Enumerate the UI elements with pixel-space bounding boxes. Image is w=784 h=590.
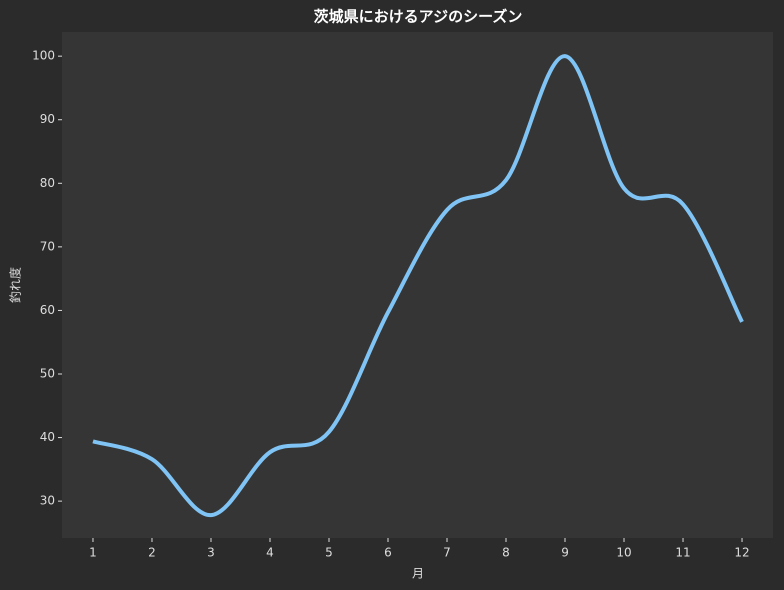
y-tick-label: 30: [40, 494, 55, 508]
y-tick-label: 40: [40, 430, 55, 444]
x-tick-label: 8: [502, 546, 510, 560]
y-tick-label: 50: [40, 366, 55, 380]
x-tick-label: 10: [616, 546, 631, 560]
y-axis-label: 釣れ度: [8, 267, 23, 303]
data-line: [92, 54, 744, 518]
y-tick-label: 100: [32, 49, 55, 63]
x-tick-label: 12: [734, 546, 749, 560]
x-tick-label: 4: [266, 546, 274, 560]
y-tick-label: 60: [40, 303, 55, 317]
x-tick-label: 5: [325, 546, 333, 560]
chart-title: 茨城県におけるアジのシーズン: [314, 8, 523, 26]
x-tick-label: 11: [675, 546, 690, 560]
x-tick-label: 9: [561, 546, 569, 560]
x-tick-label: 3: [207, 546, 215, 560]
x-axis-label: 月: [412, 567, 424, 581]
y-tick-label: 90: [40, 112, 55, 126]
y-tick-label: 80: [40, 176, 55, 190]
x-tick-label: 7: [443, 546, 451, 560]
x-tick-label: 2: [148, 546, 156, 560]
y-tick-label: 70: [40, 239, 55, 253]
x-tick-label: 6: [384, 546, 392, 560]
x-tick-label: 1: [89, 546, 97, 560]
plot-area: [62, 32, 773, 538]
